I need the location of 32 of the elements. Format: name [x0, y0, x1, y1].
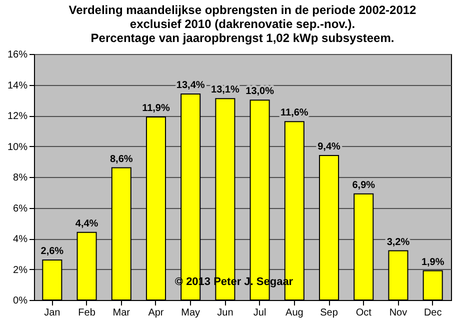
y-tick-label: 12% [7, 111, 28, 122]
x-tick-label: Feb [78, 308, 96, 318]
y-tick-label: 2% [13, 264, 28, 276]
x-tick-label: Sep [320, 308, 338, 318]
x-tick-label: Jan [44, 308, 60, 318]
x-tick-label: May [181, 308, 200, 318]
y-tick-label: 6% [13, 203, 28, 214]
x-tick-label: Nov [389, 308, 408, 318]
x-tick-label: Apr [148, 308, 164, 318]
x-tick-label: Dec [424, 308, 442, 318]
x-tick-label: Jun [217, 308, 234, 318]
y-tick-label: 16% [7, 50, 28, 60]
y-tick-label: 0% [13, 296, 28, 306]
x-tick-label: Mar [112, 308, 131, 318]
x-tick-label: Aug [286, 308, 304, 318]
y-tick-label: 4% [13, 234, 28, 245]
x-tick-label: Oct [356, 308, 372, 318]
data-label: 6,9% [352, 180, 376, 191]
y-tick-label: 8% [13, 172, 28, 184]
data-label: 11,6% [280, 108, 308, 119]
data-label: 11,9% [142, 103, 170, 114]
data-label: 3,2% [386, 236, 410, 248]
data-label: 2,6% [40, 246, 64, 258]
data-label: 1,9% [421, 256, 444, 268]
data-label: 13,1% [211, 84, 240, 96]
y-tick-label: 14% [7, 80, 28, 92]
x-tick-label: Jul [253, 308, 266, 318]
data-label: 8,6% [110, 154, 133, 165]
y-tick-label: 10% [7, 142, 28, 153]
data-label: 4,4% [75, 218, 98, 230]
chart-title: Verdeling maandelijkse opbrengsten in de periode 2002-2012 exclusief 2010 (dakrenovatie sep.-nov.). Percentage van jaaropbrengst 1,02 kWp subsysteem. [68, 3, 417, 45]
data-label: 13,0% [246, 86, 274, 98]
